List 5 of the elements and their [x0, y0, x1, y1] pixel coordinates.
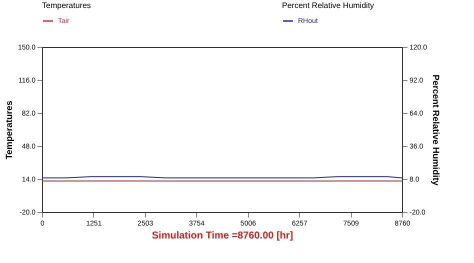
text: Percent Relative Humidity	[282, 1, 374, 10]
y-axis-title: Temperatures	[4, 100, 14, 160]
text: Temperatures	[42, 1, 91, 10]
x-axis-title: Simulation Time =8760.00 [hr]	[152, 230, 294, 242]
y2-axis-title: Percent Relative Humidity	[431, 74, 442, 186]
